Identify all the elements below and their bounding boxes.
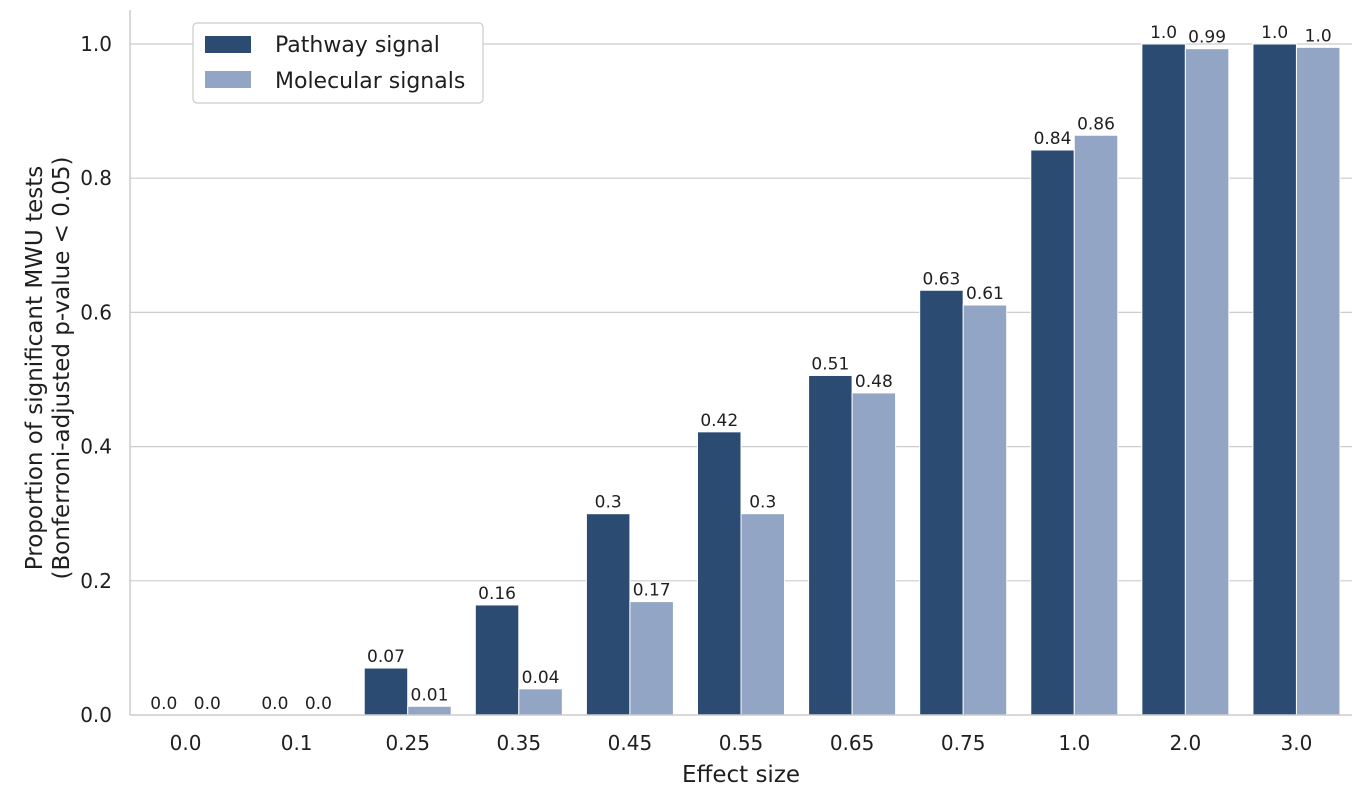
bar-molecular-signals — [740, 513, 785, 716]
bar-molecular-signals — [1184, 48, 1230, 716]
x-tick-label: 1.0 — [1058, 731, 1090, 755]
y-tick-labels: 0.0 0.2 0.4 0.6 0.8 1.0 — [80, 32, 112, 727]
bar-pathway-signal — [808, 374, 853, 716]
bar-pathway-signal — [1030, 149, 1075, 716]
bar-value-label: 0.42 — [700, 411, 738, 431]
bar-molecular-signals — [518, 688, 563, 716]
x-tick-label: 2.0 — [1169, 731, 1201, 755]
bar-value-label: 0.0 — [150, 694, 177, 714]
bar-molecular-signals — [407, 705, 452, 716]
y-tick-label: 1.0 — [80, 32, 112, 56]
bar-pathway-signal — [363, 667, 409, 716]
bar-value-label: 0.99 — [1188, 28, 1226, 48]
bar-value-label: 0.61 — [966, 284, 1004, 304]
bar-value-label: 0.16 — [478, 584, 516, 604]
bar-value-label: 0.84 — [1034, 129, 1072, 149]
x-tick-label: 0.75 — [941, 731, 986, 755]
bar-pathway-signal — [1252, 43, 1297, 716]
y-axis-title-2: (Bonferroni-adjusted p-value < 0.05) — [49, 157, 75, 580]
axes — [129, 10, 1352, 716]
bar-value-label: 0.3 — [595, 493, 622, 513]
y-tick-label: 0.2 — [80, 569, 112, 593]
x-tick-labels: 0.0 0.1 0.25 0.35 0.45 0.55 0.65 0.75 1.0 2.0 3.0 — [170, 731, 1313, 755]
x-tick-label: 0.55 — [719, 731, 764, 755]
bar-value-label: 0.51 — [811, 354, 849, 374]
bar-pathway-signal — [474, 604, 520, 716]
bar-value-label: 0.0 — [194, 694, 221, 714]
legend-swatch-pathway — [205, 36, 251, 53]
bar-value-label: 0.63 — [923, 269, 961, 289]
bar-pathway-signal — [585, 513, 631, 716]
x-tick-label: 0.0 — [170, 731, 202, 755]
bar-value-label: 0.48 — [855, 372, 893, 392]
x-tick-label: 0.1 — [281, 731, 313, 755]
y-tick-label: 0.6 — [80, 300, 112, 324]
legend-label-molecular: Molecular signals — [275, 69, 465, 94]
legend-swatch-molecular — [205, 71, 251, 88]
y-axis-title-line1: Proportion of significant MWU tests — [22, 166, 48, 570]
bar-value-label: 0.0 — [305, 694, 332, 714]
y-axis-title: Proportion of significant MWU tests — [22, 166, 48, 570]
legend: Pathway signal Molecular signals — [192, 22, 484, 104]
bar-molecular-signals — [851, 392, 897, 716]
x-tick-label: 0.45 — [608, 731, 653, 755]
y-axis-title-line2: (Bonferroni-adjusted p-value < 0.05) — [49, 157, 75, 580]
x-tick-label: 0.65 — [830, 731, 875, 755]
x-tick-label: 0.35 — [497, 731, 542, 755]
bar-pathway-signal — [697, 431, 742, 716]
bar-value-label: 0.0 — [261, 694, 288, 714]
bar-value-labels: 0.0 0.0 0.0 0.0 0.07 0.01 0.16 0.04 0.3 0.17 0.42 0… — [150, 23, 1331, 714]
bar-value-label: 0.3 — [749, 493, 776, 513]
bar-value-label: 0.01 — [411, 685, 449, 705]
x-axis-title: Effect size — [682, 762, 800, 786]
bar-molecular-signals — [962, 304, 1008, 716]
bar-value-label: 1.0 — [1150, 23, 1177, 43]
bar-value-label: 0.86 — [1077, 114, 1115, 134]
legend-box — [192, 22, 484, 104]
bar-value-label: 1.0 — [1305, 26, 1332, 46]
bar-molecular-signals — [629, 601, 674, 716]
y-tick-label: 0.0 — [80, 703, 112, 727]
bars — [363, 43, 1341, 716]
y-tick-label: 0.4 — [80, 435, 112, 459]
bar-pathway-signal — [1141, 43, 1186, 716]
y-tick-label: 0.8 — [80, 166, 112, 190]
bar-value-label: 0.07 — [367, 647, 405, 667]
bar-molecular-signals — [1073, 134, 1119, 716]
bar-pathway-signal — [919, 289, 964, 716]
bar-value-label: 0.04 — [522, 668, 560, 688]
x-tick-label: 0.25 — [385, 731, 430, 755]
bar-molecular-signals — [1295, 46, 1341, 716]
bar-value-label: 1.0 — [1261, 23, 1288, 43]
bar-value-label: 0.17 — [633, 581, 671, 601]
legend-label-pathway: Pathway signal — [275, 33, 440, 58]
x-tick-label: 3.0 — [1281, 731, 1313, 755]
